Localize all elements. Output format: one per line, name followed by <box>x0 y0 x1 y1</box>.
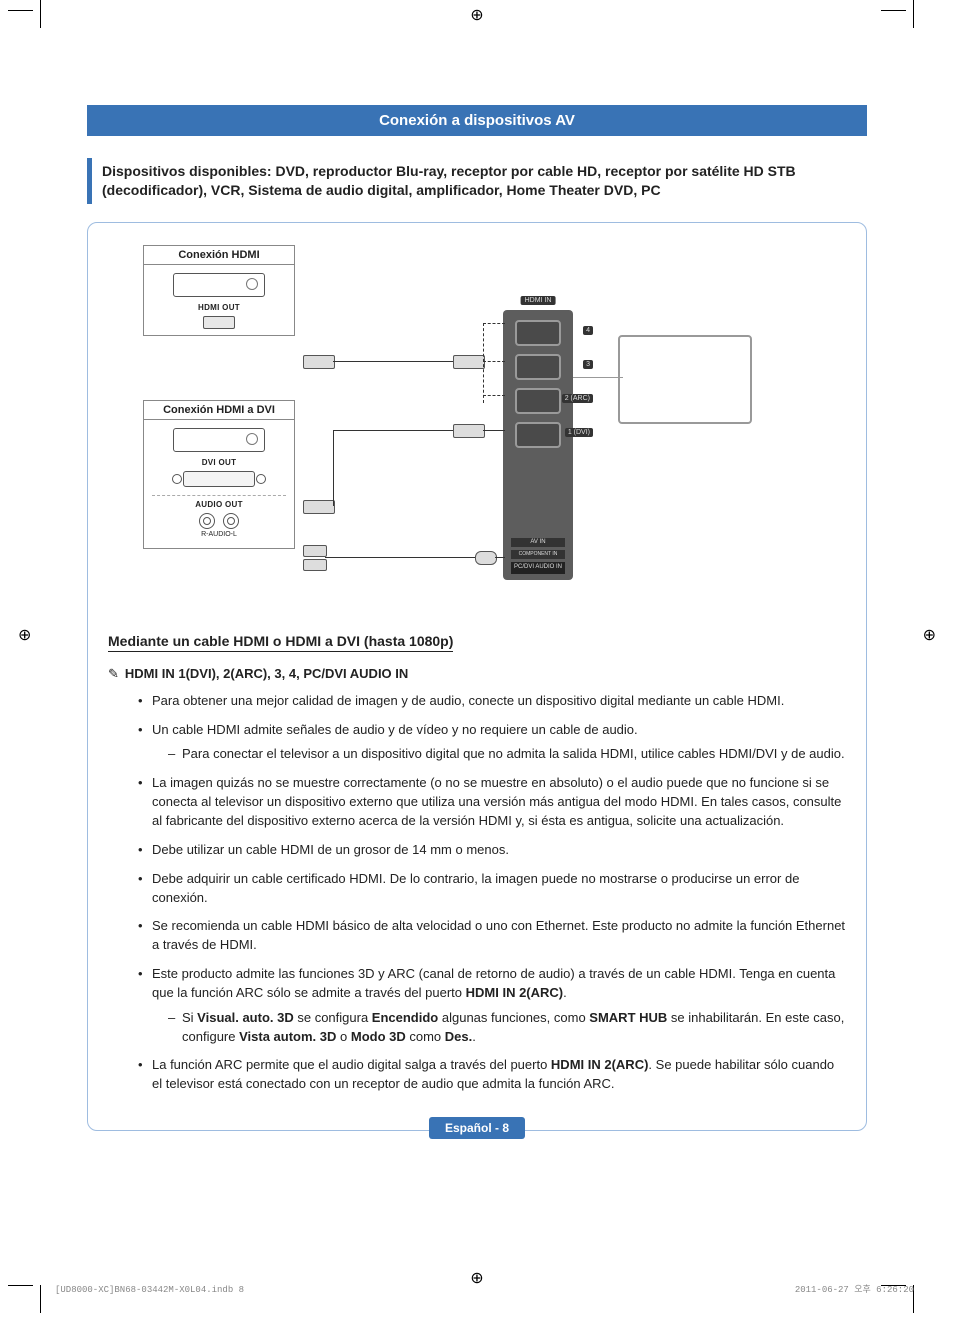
note-text: HDMI IN 1(DVI), 2(ARC), 3, 4, PC/DVI AUD… <box>125 666 408 681</box>
registration-mark-icon: ⊕ <box>466 1267 488 1289</box>
bullet-list: Para obtener una mejor calidad de imagen… <box>108 692 846 1094</box>
hdmi-out-label: HDMI OUT <box>144 303 294 312</box>
tv-hdmi-port: 3 <box>515 354 561 380</box>
crop-mark <box>40 0 41 28</box>
list-item: La imagen quizás no se muestre correctam… <box>138 774 846 831</box>
crop-mark <box>8 10 33 11</box>
list-item: Un cable HDMI admite señales de audio y … <box>138 721 846 765</box>
cable-line <box>495 557 505 558</box>
note-line: HDMI IN 1(DVI), 2(ARC), 3, 4, PC/DVI AUD… <box>108 666 846 682</box>
component-in-label: COMPONENT IN <box>511 550 565 559</box>
hdmi-block-title: Conexión HDMI <box>144 246 294 265</box>
cable-line <box>333 361 453 362</box>
crop-mark <box>913 0 914 28</box>
audio-jack-icon <box>475 551 497 565</box>
cable-line <box>483 323 505 324</box>
cable-line <box>325 557 475 558</box>
tv-screen-icon <box>618 335 752 424</box>
hdmi-port-icon <box>203 316 235 329</box>
cable-line <box>333 430 335 506</box>
tv-hdmi-port: 4 <box>515 320 561 346</box>
dvi-port-icon <box>183 471 255 487</box>
cable-line <box>333 430 453 431</box>
list-item: Para obtener una mejor calidad de imagen… <box>138 692 846 711</box>
audio-out-label: AUDIO OUT <box>144 500 294 509</box>
hdmi-in-label: HDMI IN <box>521 296 556 305</box>
print-timestamp: 2011-06-27 오후 6:26:20 <box>795 1282 914 1295</box>
list-subitem: Si Visual. auto. 3D se configura Encendi… <box>168 1009 846 1047</box>
cable-line <box>573 377 623 379</box>
rca-ports-icon <box>144 513 294 529</box>
crop-mark <box>881 10 906 11</box>
list-subitem: Para conectar el televisor a un disposit… <box>168 745 846 764</box>
list-item: La función ARC permite que el audio digi… <box>138 1056 846 1094</box>
hdmi-connector-icon <box>453 424 485 438</box>
list-item: Debe utilizar un cable HDMI de un grosor… <box>138 841 846 860</box>
list-item: Este producto admite las funciones 3D y … <box>138 965 846 1046</box>
tv-hdmi-port: 1 (DVI) <box>515 422 561 448</box>
dvi-device-block: Conexión HDMI a DVI DVI OUT AUDIO OUT R-… <box>143 400 295 549</box>
note-icon <box>108 666 125 681</box>
cable-line <box>483 430 505 431</box>
dvi-out-label: DVI OUT <box>144 458 294 467</box>
audio-connector-icon <box>303 559 327 571</box>
pc-dvi-audio-label: PC/DVI AUDIO IN <box>511 562 565 574</box>
list-item: Debe adquirir un cable certificado HDMI.… <box>138 870 846 908</box>
content-box: Conexión HDMI HDMI OUT Conexión HDMI a D… <box>87 222 867 1131</box>
cable-line <box>483 323 485 403</box>
subsection-heading: Mediante un cable HDMI o HDMI a DVI (has… <box>108 633 453 652</box>
tv-hdmi-port: 2 (ARC) <box>515 388 561 414</box>
dvd-player-icon <box>173 428 265 452</box>
cable-line <box>483 361 505 362</box>
dvi-block-title: Conexión HDMI a DVI <box>144 401 294 420</box>
registration-mark-icon: ⊕ <box>923 625 936 645</box>
crop-mark <box>40 1285 41 1313</box>
registration-mark-icon: ⊕ <box>18 625 31 645</box>
dvd-player-icon <box>173 273 265 297</box>
section-title: Conexión a dispositivos AV <box>87 105 867 136</box>
dvi-connector-icon <box>303 500 335 514</box>
list-item: Se recomienda un cable HDMI básico de al… <box>138 917 846 955</box>
av-in-label: AV IN <box>511 538 565 548</box>
rca-label: R-AUDIO-L <box>144 531 294 538</box>
devices-list: Dispositivos disponibles: DVD, reproduct… <box>87 158 867 204</box>
hdmi-device-block: Conexión HDMI HDMI OUT <box>143 245 295 336</box>
crop-mark <box>8 1285 33 1286</box>
connection-diagram: Conexión HDMI HDMI OUT Conexión HDMI a D… <box>108 245 846 605</box>
cable-line <box>483 395 505 396</box>
page-number-pill: Español - 8 <box>429 1117 525 1139</box>
audio-connector-icon <box>303 545 327 557</box>
print-filename: [UD8000-XC]BN68-03442M-X0L04.indb 8 <box>55 1285 244 1295</box>
hdmi-connector-icon <box>303 355 335 369</box>
hdmi-connector-icon <box>453 355 485 369</box>
tv-back-panel: HDMI IN 4 3 2 (ARC) 1 (DVI) AV IN COMPON… <box>503 310 573 580</box>
